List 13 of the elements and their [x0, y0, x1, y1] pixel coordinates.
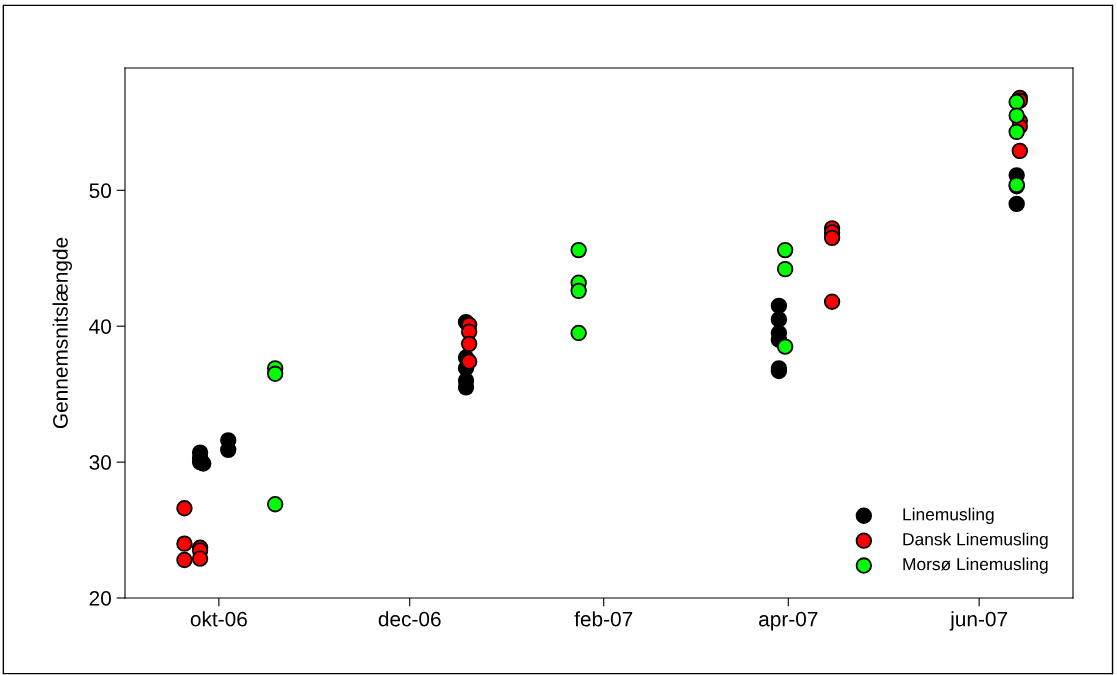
x-tick-label: dec-06	[378, 611, 441, 627]
x-tick-label: jun-07	[949, 611, 1008, 631]
y-tick-label: 30	[89, 455, 111, 470]
legend-label: Linemusling	[903, 507, 994, 524]
x-tick-label: feb-07	[574, 611, 633, 627]
legend-label: Dansk Linemusling	[903, 532, 1048, 549]
y-axis-title: Gennemsnitslængde	[52, 237, 72, 429]
x-tick-label: apr-07	[759, 611, 818, 631]
legend-label: Morsø Linemusling	[903, 557, 1048, 574]
y-tick-label: 20	[89, 591, 111, 606]
x-tick-label: okt-06	[190, 611, 247, 627]
y-tick-label: 40	[89, 319, 111, 334]
y-tick-label: 50	[89, 183, 111, 199]
